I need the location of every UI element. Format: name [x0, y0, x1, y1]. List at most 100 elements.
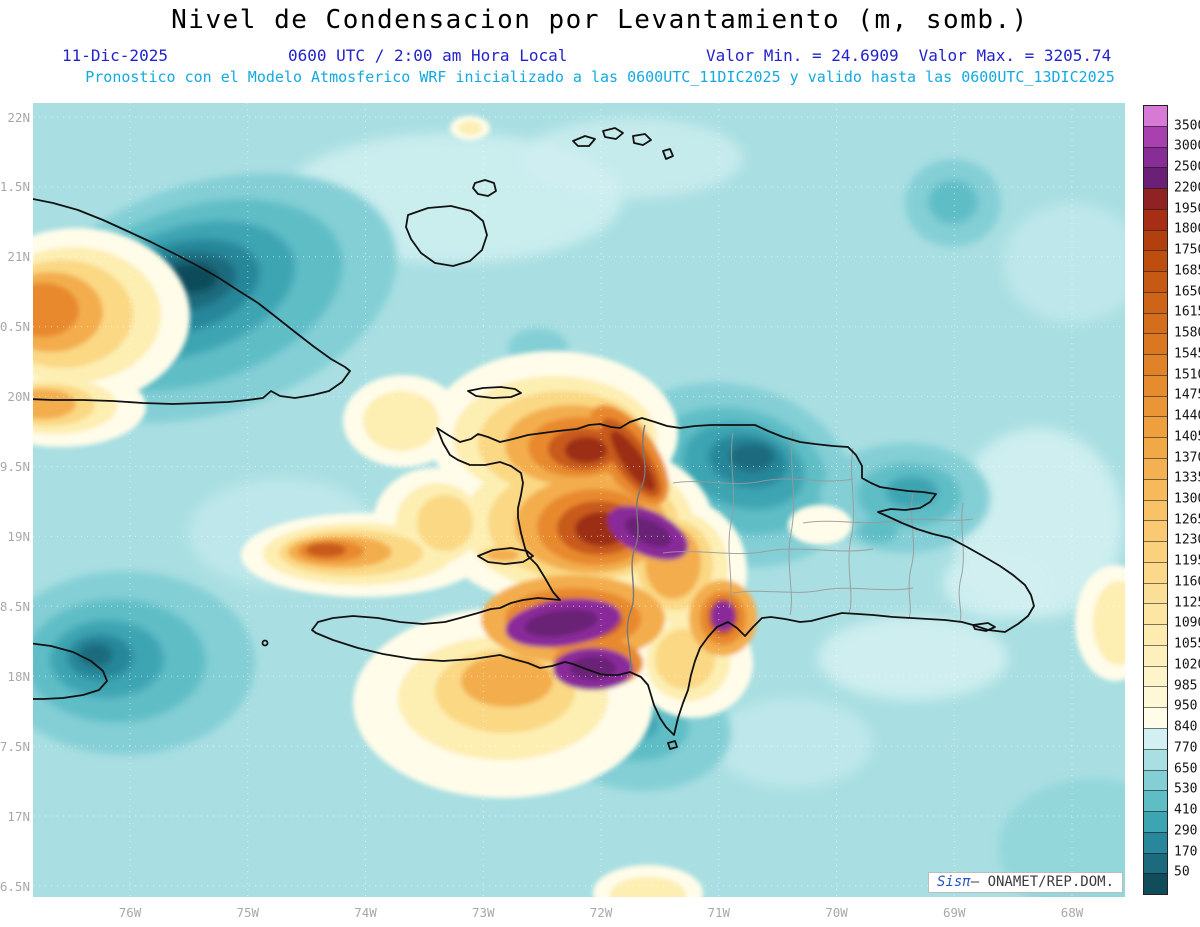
page-title: Nivel de Condensacion por Levantamiento … — [171, 5, 1029, 35]
colorbar-tick-label: 1055 — [1174, 636, 1200, 652]
coastlines — [33, 127, 1035, 750]
max-value-label: Valor Max. = 3205.74 — [918, 46, 1112, 65]
colorbar-tick-label: 1750 — [1174, 242, 1200, 258]
colorbar-cell — [1144, 665, 1167, 687]
colorbar-tick-label: 1580 — [1174, 325, 1200, 341]
warm-field — [33, 116, 1125, 897]
lon-tick-label: 75W — [236, 905, 260, 920]
colorbar-cell — [1144, 831, 1167, 853]
colorbar-cell — [1144, 106, 1167, 126]
colorbar-cell — [1144, 603, 1167, 625]
model-info-line: Pronostico con el Modelo Atmosferico WRF… — [85, 68, 1115, 86]
colorbar-cell — [1144, 167, 1167, 189]
colorbar-tick-label: 1615 — [1174, 304, 1200, 320]
colorbar-tick-label: 170 — [1174, 844, 1198, 860]
forecast-time: 0600 UTC / 2:00 am Hora Local — [288, 46, 568, 65]
watermark-separator: – — [970, 874, 988, 890]
graticule — [33, 103, 1125, 897]
colorbar-tick-label: 1230 — [1174, 532, 1200, 548]
colorbar-tick-label: 1545 — [1174, 346, 1200, 362]
watermark-org: ONAMET/REP.DOM. — [987, 874, 1114, 890]
colorbar-tick-label: 950 — [1174, 698, 1198, 714]
colorbar-tick-label: 2200 — [1174, 180, 1200, 196]
colorbar-cell — [1144, 416, 1167, 438]
colorbar-cell — [1144, 188, 1167, 209]
colorbar-cell — [1144, 561, 1167, 583]
colorbar-tick-label: 1685 — [1174, 263, 1200, 279]
colorbar-tick-label: 650 — [1174, 761, 1198, 777]
lon-tick-label: 71W — [707, 905, 731, 920]
colorbar-tick-label: 50 — [1174, 864, 1190, 880]
colorbar-cell — [1144, 727, 1167, 749]
lat-tick-label: 17.5N — [0, 738, 30, 754]
colorbar-cell — [1144, 748, 1167, 770]
forecast-date: 11-Dic-2025 — [62, 46, 168, 65]
colorbar-tick-label: 410 — [1174, 802, 1198, 818]
colorbar-cell — [1144, 374, 1167, 396]
colorbar-tick-label: 3500 — [1174, 118, 1200, 134]
colorbar-cell — [1144, 478, 1167, 500]
colorbar-cell — [1144, 354, 1167, 375]
lon-tick-label: 72W — [589, 905, 613, 920]
colorbar-tick-label: 985 — [1174, 678, 1198, 694]
colorbar-cell — [1144, 125, 1167, 147]
colorbar-tick-label: 1020 — [1174, 657, 1200, 673]
colorbar-cell — [1144, 541, 1167, 562]
minmax-values: Valor Min. = 24.6909 Valor Max. = 3205.74 — [706, 46, 1111, 65]
colorbar-cell — [1144, 333, 1167, 355]
colorbar-cell — [1144, 873, 1167, 895]
colorbar-tick-label: 770 — [1174, 740, 1198, 756]
colorbar-cell — [1144, 208, 1167, 230]
map-canvas — [33, 103, 1125, 897]
colorbar-cell — [1144, 271, 1167, 292]
colorbar-tick-label: 3000 — [1174, 138, 1200, 154]
colorbar-cell — [1144, 852, 1167, 874]
lat-tick-label: 17N — [7, 808, 30, 824]
colorbar-cell — [1144, 582, 1167, 604]
colorbar-tick-label: 2500 — [1174, 159, 1200, 175]
colorbar-tick-label: 1405 — [1174, 429, 1200, 445]
lon-tick-label: 68W — [1060, 905, 1084, 920]
colorbar-tick-label: 290 — [1174, 823, 1198, 839]
colorbar-cell — [1144, 790, 1167, 812]
colorbar-tick-label: 1650 — [1174, 284, 1200, 300]
colorbar-cell — [1144, 499, 1167, 521]
min-value-label: Valor Min. = 24.6909 — [706, 46, 899, 65]
country-border — [626, 424, 646, 672]
lat-tick-label: 20.5N — [0, 319, 30, 335]
admin-boundaries — [662, 430, 974, 622]
colorbar-cell — [1144, 458, 1167, 479]
colorbar-cell — [1144, 312, 1167, 334]
lon-tick-label: 76W — [118, 905, 142, 920]
colorbar-cells — [1143, 105, 1168, 895]
colorbar-tick-label: 1950 — [1174, 201, 1200, 217]
colorbar-cell — [1144, 520, 1167, 542]
colorbar-cell — [1144, 291, 1167, 313]
colorbar-cell — [1144, 437, 1167, 459]
colorbar-cell — [1144, 624, 1167, 645]
colorbar-tick-label: 1335 — [1174, 470, 1200, 486]
colorbar-tick-label: 840 — [1174, 719, 1198, 735]
watermark-brand: Sisπ — [936, 874, 971, 890]
lon-tick-label: 74W — [354, 905, 377, 920]
watermark: Sisπ– ONAMET/REP.DOM. — [927, 872, 1123, 893]
colorbar-tick-label: 1195 — [1174, 553, 1200, 569]
colorbar-cell — [1144, 250, 1167, 272]
colorbar-tick-label: 1300 — [1174, 491, 1200, 507]
colorbar-cell — [1144, 644, 1167, 666]
lat-tick-label: 19.5N — [0, 459, 30, 475]
colorbar-tick-label: 1800 — [1174, 221, 1200, 237]
lat-tick-label: 19N — [7, 528, 30, 544]
colorbar-cell — [1144, 811, 1167, 832]
colorbar-tick-label: 530 — [1174, 781, 1198, 797]
lat-tick-label: 22N — [7, 109, 30, 125]
colorbar-cell — [1144, 707, 1167, 728]
colorbar-tick-label: 1440 — [1174, 408, 1200, 424]
colorbar-tick-label: 1475 — [1174, 387, 1200, 403]
colorbar-tick-label: 1370 — [1174, 450, 1200, 466]
lat-tick-label: 21N — [7, 249, 30, 265]
colorbar-cell — [1144, 395, 1167, 417]
lat-tick-label: 18.5N — [0, 598, 30, 614]
colorbar-cell — [1144, 146, 1167, 168]
colorbar-tick-label: 1090 — [1174, 615, 1200, 631]
